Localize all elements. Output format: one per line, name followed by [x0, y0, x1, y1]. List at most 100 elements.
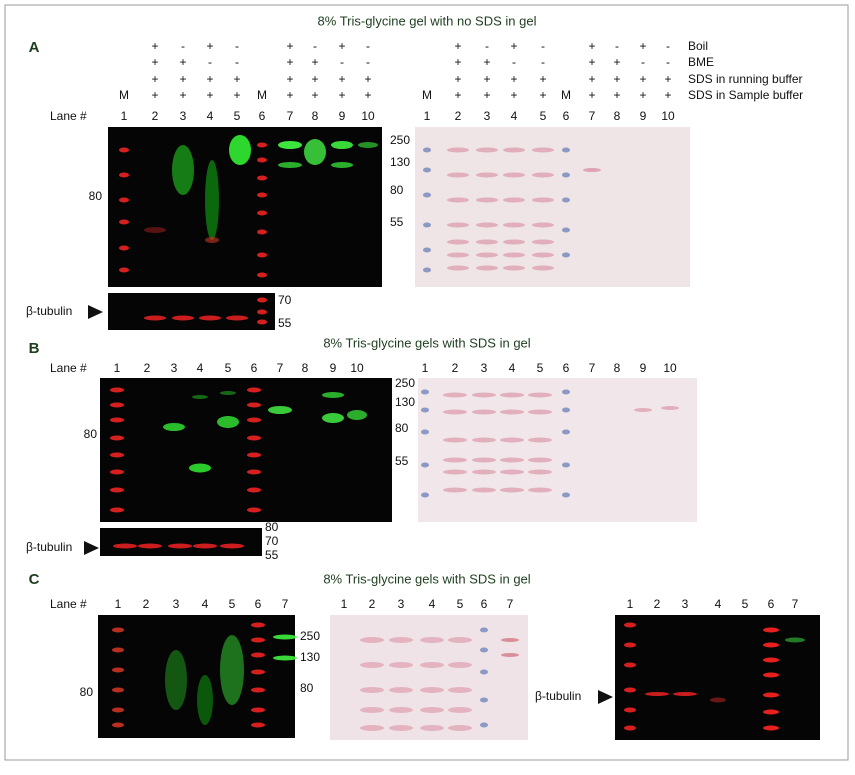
lane-number: 1: [115, 597, 122, 611]
condition-symbol: +: [483, 55, 490, 69]
lane-number: 1: [627, 597, 634, 611]
band: [247, 507, 261, 513]
band: [501, 638, 519, 642]
band: [447, 147, 469, 153]
band: [205, 160, 219, 240]
lane-number: 6: [563, 109, 570, 123]
condition-symbol: +: [664, 72, 671, 86]
band: [257, 229, 267, 235]
panel-label: C: [29, 571, 40, 588]
condition-symbol: +: [364, 72, 371, 86]
lane-number: 2: [654, 597, 661, 611]
band: [583, 168, 601, 172]
band: [199, 315, 221, 321]
lane-number: 10: [350, 361, 364, 375]
lane-header: Lane #: [50, 109, 87, 123]
band: [624, 662, 636, 668]
band: [119, 267, 129, 273]
band: [268, 406, 292, 414]
band: [448, 725, 472, 731]
band: [112, 687, 124, 693]
band: [110, 435, 124, 441]
lane-number: 2: [152, 109, 159, 123]
band: [532, 172, 554, 178]
condition-symbol: +: [454, 39, 461, 53]
mw-label: 55: [395, 454, 409, 468]
band: [331, 162, 353, 168]
lane-number: 4: [429, 597, 436, 611]
condition-symbol: +: [151, 72, 158, 86]
lane-number: 6: [768, 597, 775, 611]
band: [423, 267, 431, 273]
condition-name: SDS in running buffer: [688, 72, 803, 86]
band: [389, 725, 413, 731]
band: [423, 247, 431, 253]
lane-number: 2: [369, 597, 376, 611]
band: [472, 392, 496, 398]
band: [562, 172, 570, 178]
band: [247, 469, 261, 475]
band: [562, 429, 570, 435]
condition-name: SDS in Sample buffer: [688, 88, 803, 102]
band: [503, 239, 525, 245]
band: [119, 147, 129, 153]
band: [476, 172, 498, 178]
band: [423, 222, 431, 228]
band: [532, 252, 554, 258]
condition-symbol: -: [366, 55, 370, 69]
band: [480, 697, 488, 703]
band: [443, 437, 467, 443]
lane-number: 9: [339, 109, 346, 123]
band: [447, 239, 469, 245]
band: [360, 662, 384, 668]
lane-number: 9: [640, 109, 647, 123]
marker-label: M: [119, 88, 129, 102]
band: [420, 687, 444, 693]
lane-header: Lane #: [50, 597, 87, 611]
lane-number: 8: [614, 109, 621, 123]
lane-number: 5: [234, 109, 241, 123]
tubulin-label: β-tubulin: [535, 689, 581, 703]
band: [247, 487, 261, 493]
band: [562, 252, 570, 258]
band: [220, 391, 236, 395]
band: [562, 147, 570, 153]
lane-number: 5: [229, 597, 236, 611]
band: [360, 707, 384, 713]
band: [562, 462, 570, 468]
lane-number: 2: [144, 361, 151, 375]
condition-symbol: +: [206, 88, 213, 102]
condition-symbol: +: [454, 72, 461, 86]
band: [503, 222, 525, 228]
condition-symbol: +: [539, 72, 546, 86]
band: [503, 197, 525, 203]
band: [358, 142, 378, 148]
condition-symbol: +: [151, 39, 158, 53]
band: [110, 487, 124, 493]
band: [472, 487, 496, 493]
condition-symbol: -: [541, 55, 545, 69]
lane-number: 1: [424, 109, 431, 123]
band: [528, 469, 552, 475]
marker-label: M: [422, 88, 432, 102]
condition-symbol: +: [483, 72, 490, 86]
condition-symbol: -: [541, 39, 545, 53]
band: [447, 265, 469, 271]
condition-name: Boil: [688, 39, 708, 53]
band: [421, 429, 429, 435]
condition-symbol: +: [510, 39, 517, 53]
panel-title: 8% Tris-glycine gels with SDS in gel: [323, 571, 530, 586]
band: [503, 147, 525, 153]
condition-symbol: +: [588, 55, 595, 69]
band: [562, 492, 570, 498]
lane-number: 4: [197, 361, 204, 375]
mw-label: 80: [80, 685, 94, 699]
lane-number: 3: [173, 597, 180, 611]
condition-symbol: -: [181, 39, 185, 53]
band: [763, 642, 779, 648]
band: [360, 725, 384, 731]
band: [624, 687, 636, 693]
lane-number: 7: [589, 361, 596, 375]
condition-symbol: +: [233, 88, 240, 102]
